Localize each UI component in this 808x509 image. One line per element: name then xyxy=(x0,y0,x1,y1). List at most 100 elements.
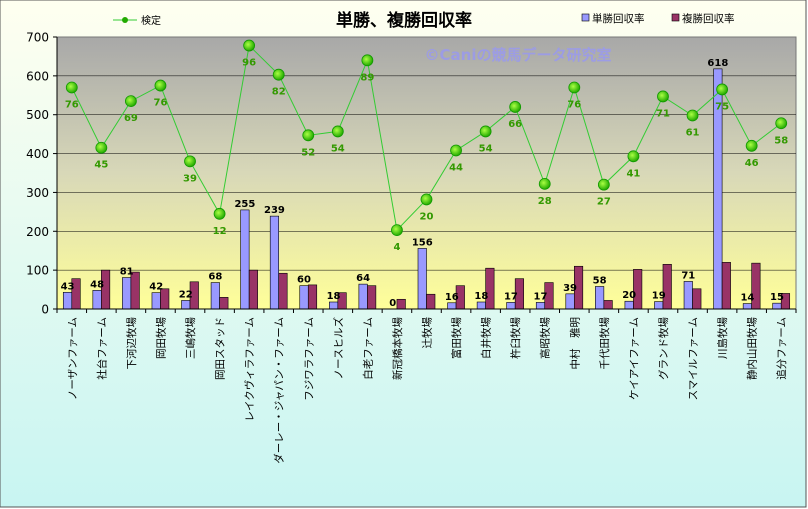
x-tick-label: ダーレー・ジャパン・ファーム xyxy=(273,317,286,464)
bar-value-label: 58 xyxy=(593,275,607,286)
line-point-label: 54 xyxy=(331,143,345,154)
legend-swatch-fuku xyxy=(671,13,680,22)
line-point xyxy=(716,83,728,96)
y-tick-label: 400 xyxy=(26,147,49,161)
bar-value-label: 0 xyxy=(389,298,396,309)
bar-value-label: 71 xyxy=(681,270,695,281)
x-tick-label: 社台ファーム xyxy=(95,317,108,380)
bar-tan xyxy=(151,292,161,310)
bar-value-label: 43 xyxy=(61,281,75,292)
bar-fuku xyxy=(721,262,731,310)
bar-fuku xyxy=(633,269,643,310)
bar-fuku xyxy=(248,269,258,310)
line-point-label: 41 xyxy=(626,168,640,179)
y-tick-label: 700 xyxy=(26,31,49,45)
line-point xyxy=(272,68,285,81)
line-point-label: 66 xyxy=(508,119,522,130)
y-tick-label: 0 xyxy=(41,303,49,317)
x-tick-label: 白井牧場 xyxy=(480,317,493,359)
line-point-label: 71 xyxy=(656,108,670,119)
legend-label-line: 検定 xyxy=(141,14,161,27)
bar-value-label: 20 xyxy=(622,290,636,301)
line-point xyxy=(450,144,462,157)
y-tick-label: 600 xyxy=(26,69,49,83)
legend-swatch-tan xyxy=(581,13,590,22)
chart-title: 単勝、複勝回収率 xyxy=(336,10,472,31)
line-point-label: 82 xyxy=(272,87,286,98)
line-point xyxy=(65,81,78,94)
bar-tan xyxy=(742,303,752,310)
bar-value-label: 19 xyxy=(652,291,666,302)
bar-value-label: 22 xyxy=(179,289,193,300)
line-point-label: 96 xyxy=(242,58,256,69)
line-point xyxy=(509,101,522,113)
line-point-label: 4 xyxy=(393,242,400,253)
bar-fuku xyxy=(692,288,702,310)
bar-tan xyxy=(299,285,309,310)
x-tick-label: レイクヴィラファーム xyxy=(243,317,256,421)
line-point xyxy=(391,224,403,237)
line-point-label: 20 xyxy=(420,211,434,222)
bar-tan xyxy=(565,293,575,310)
line-series: 76 45 69 76 39 12 96 82 52 54 89 4 20 44 54 66 28 76 27 41 7… xyxy=(65,39,788,253)
bar-tan xyxy=(210,282,220,310)
line-point xyxy=(420,193,433,206)
legend-label-fuku: 複勝回収率 xyxy=(682,12,735,25)
legend-label-tan: 単勝回収率 xyxy=(592,12,645,25)
bar-tan xyxy=(62,291,73,310)
y-axis: 0 100 200 300 400 500 600 700 xyxy=(26,31,58,317)
line-point xyxy=(95,141,108,154)
x-tick-label: ノーザンファーム xyxy=(67,317,79,400)
bar-tan xyxy=(181,300,191,310)
line-point-label: 58 xyxy=(774,135,788,146)
line-point-label: 76 xyxy=(567,100,581,111)
line-point xyxy=(154,79,167,92)
bar-value-label: 39 xyxy=(563,283,577,294)
line-point-label: 76 xyxy=(65,100,79,111)
x-tick-label: 富田牧場 xyxy=(450,317,463,359)
x-tick-label: 岡田牧場 xyxy=(154,317,167,359)
bar-tan xyxy=(595,286,605,310)
bar-value-label: 618 xyxy=(707,58,728,69)
line-point-label: 76 xyxy=(153,98,167,109)
line-point-label: 44 xyxy=(449,162,463,173)
bar-tan xyxy=(624,300,634,310)
line-point xyxy=(302,129,315,142)
bar-tan xyxy=(269,215,280,310)
x-tick-label: 下河辺牧場 xyxy=(125,317,138,370)
bar-value-label: 18 xyxy=(474,291,488,302)
line-point-label: 54 xyxy=(479,143,493,154)
bar-tan xyxy=(535,302,546,310)
bar-fuku xyxy=(426,293,436,310)
x-tick-label: 千代田牧場 xyxy=(598,317,611,370)
x-tick-label: グランド牧場 xyxy=(657,317,670,380)
line-point xyxy=(479,125,492,138)
bar-value-label: 14 xyxy=(740,293,754,304)
x-tick-label: 静内山田牧場 xyxy=(746,317,759,380)
bar-value-label: 18 xyxy=(327,291,341,302)
line-point xyxy=(597,178,610,191)
bar-fuku xyxy=(603,300,613,310)
bar-value-label: 64 xyxy=(356,273,370,284)
bar-value-label: 17 xyxy=(534,291,548,302)
line-point-label: 28 xyxy=(538,196,552,207)
line-point-label: 69 xyxy=(124,113,138,124)
x-tick-label: スマイルファーム xyxy=(688,317,700,400)
bar-value-label: 156 xyxy=(412,237,433,248)
bar-tan xyxy=(506,302,516,310)
line-point xyxy=(568,81,581,94)
line-point xyxy=(686,109,699,122)
x-tick-label: フジワラファーム xyxy=(303,317,315,401)
bar-tan xyxy=(447,302,457,310)
x-tick-label: 岡田スタッド xyxy=(215,317,227,380)
bar-fuku xyxy=(307,284,318,310)
x-tick-label: 三嶋牧場 xyxy=(184,317,197,359)
y-tick-label: 100 xyxy=(26,264,49,278)
bar-value-label: 60 xyxy=(297,275,311,286)
bar-fuku xyxy=(662,264,672,310)
bar-tan xyxy=(358,283,368,310)
line-point xyxy=(213,207,226,220)
bar-tan xyxy=(476,301,486,310)
y-tick-label: 300 xyxy=(26,186,49,200)
